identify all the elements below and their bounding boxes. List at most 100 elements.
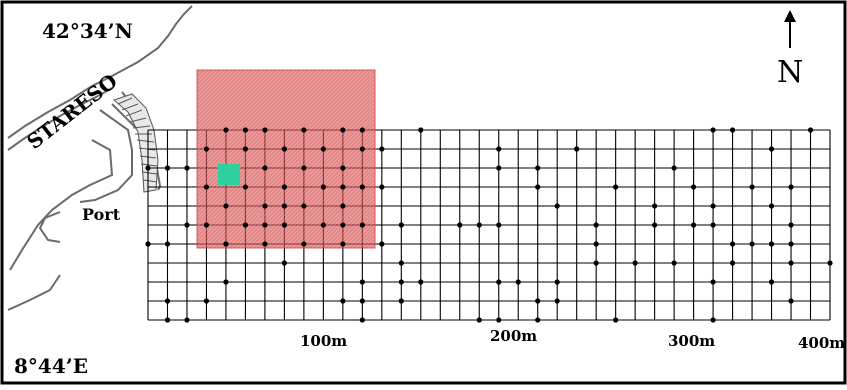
sampling-point <box>340 203 346 209</box>
sampling-point <box>145 241 151 247</box>
place-label: STARESO <box>22 69 121 154</box>
north-label: N <box>777 55 803 90</box>
sampling-point <box>359 317 365 323</box>
coastline-outer <box>7 5 193 139</box>
sampling-point <box>710 317 716 323</box>
sampling-point <box>359 222 365 228</box>
sampling-point <box>340 241 346 247</box>
sampling-point <box>496 222 502 228</box>
sampling-point <box>593 222 599 228</box>
sampling-point <box>262 241 268 247</box>
sampling-point <box>691 222 697 228</box>
sampling-point <box>242 222 249 228</box>
sampling-point <box>164 317 171 323</box>
south-shore <box>7 274 61 311</box>
sampling-point <box>359 298 365 304</box>
sampling-point <box>749 184 755 190</box>
north-arrow: N <box>777 10 803 90</box>
sampling-point <box>691 184 697 190</box>
sampling-point <box>788 298 794 304</box>
highlight-cell <box>218 164 240 185</box>
sampling-point <box>398 279 404 285</box>
sampling-point <box>768 241 775 247</box>
sampling-point <box>223 203 229 209</box>
sampling-point <box>203 146 210 152</box>
port-label: Port <box>82 205 121 224</box>
sampling-point <box>788 184 794 190</box>
sampling-point <box>301 203 307 209</box>
sampling-point <box>398 298 404 304</box>
sampling-point <box>281 184 287 190</box>
sampling-point <box>164 241 171 247</box>
sampling-point <box>223 279 229 285</box>
sampling-point <box>203 298 210 304</box>
sampling-point <box>379 146 385 152</box>
sampling-point <box>301 127 307 133</box>
sampling-point <box>496 165 502 171</box>
sampling-point <box>671 165 677 171</box>
longitude-label: 8°44’E <box>14 354 88 378</box>
sampling-point <box>768 279 775 285</box>
sampling-point <box>729 127 736 133</box>
sampling-point <box>203 222 210 228</box>
sampling-point <box>515 279 521 285</box>
breakwater-curve <box>38 211 61 243</box>
sampling-point <box>340 298 346 304</box>
sampling-point <box>788 241 794 247</box>
sampling-point <box>632 260 638 266</box>
sampling-point <box>710 222 716 228</box>
sampling-point <box>281 146 287 152</box>
sampling-point <box>671 260 677 266</box>
sampling-point <box>827 260 833 266</box>
coastline <box>7 5 193 311</box>
sampling-point <box>593 260 599 266</box>
sampling-point <box>281 203 287 209</box>
sampling-point <box>281 260 287 266</box>
sampling-point <box>262 127 268 133</box>
sampling-point <box>184 317 190 323</box>
sampling-point <box>184 222 190 228</box>
sampling-point <box>710 203 716 209</box>
sampling-point <box>242 127 249 133</box>
sampling-point <box>496 279 502 285</box>
sampling-point <box>262 203 268 209</box>
scale-label-400m: 400m <box>798 334 845 352</box>
study-area <box>196 69 376 249</box>
sampling-point <box>184 165 190 171</box>
sampling-point <box>359 146 365 152</box>
sampling-point <box>613 184 619 190</box>
sampling-point <box>203 184 210 190</box>
sampling-point <box>613 317 619 323</box>
sampling-points <box>145 127 833 323</box>
harbor-inner-shore <box>9 139 114 271</box>
sampling-point <box>418 279 424 285</box>
sampling-point <box>359 279 365 285</box>
sampling-point <box>788 222 794 228</box>
scale-label-300m: 300m <box>668 332 715 350</box>
sampling-point <box>593 241 599 247</box>
sampling-point <box>340 165 346 171</box>
sampling-point <box>535 298 541 304</box>
sampling-point <box>554 203 560 209</box>
sampling-point <box>262 165 268 171</box>
sampling-point <box>496 146 502 152</box>
sampling-point <box>710 127 716 133</box>
sampling-point <box>340 127 346 133</box>
sampling-point <box>788 260 794 266</box>
sampling-point <box>320 146 326 152</box>
sampling-point <box>535 184 541 190</box>
sampling-point <box>398 260 404 266</box>
sampling-point <box>320 222 326 228</box>
sampling-point <box>320 184 326 190</box>
sampling-point <box>242 146 249 152</box>
sampling-point <box>554 279 560 285</box>
sampling-point <box>340 184 346 190</box>
sampling-point <box>301 165 307 171</box>
sampling-point <box>652 203 658 209</box>
sampling-point <box>476 222 482 228</box>
sampling-point <box>768 203 775 209</box>
sampling-point <box>554 298 560 304</box>
jetty <box>113 93 159 193</box>
